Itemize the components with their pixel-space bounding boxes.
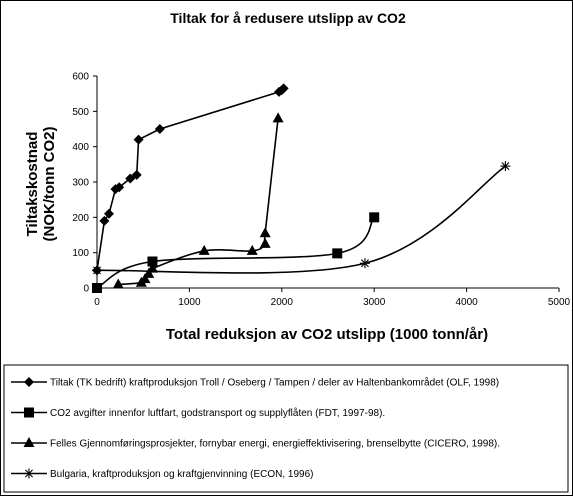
legend-marker-triangle [23, 437, 35, 447]
legend-marker-diamond [24, 377, 34, 387]
x-tick-label: 5000 [548, 297, 571, 308]
data-point-square [332, 248, 343, 259]
y-axis-label-line-1: Tiltakskostnad [24, 132, 41, 237]
y-tick-label: 400 [72, 142, 89, 153]
data-point-triangle [259, 237, 271, 248]
data-point-triangle [246, 244, 258, 255]
data-point-square [147, 256, 158, 267]
data-point-diamond [99, 215, 110, 226]
legend-label: Bulgaria, kraftproduksjon og kraftgjenvi… [50, 469, 313, 480]
y-tick-label: 0 [83, 284, 89, 295]
x-tick-label: 3000 [363, 297, 386, 308]
legend-entry-diamond: Tiltak (TK bedrift) kraftproduksjon Trol… [11, 377, 499, 389]
data-point-triangle [198, 244, 210, 255]
data-point-diamond [131, 169, 142, 180]
data-point-triangle [139, 273, 151, 284]
series-line-star [96, 165, 506, 274]
data-point-triangle [259, 227, 271, 238]
data-point-triangle [146, 262, 158, 273]
y-axis-title: Tiltakskostnad (NOK/tonn CO2) [24, 127, 58, 242]
y-axis-label-line-2: (NOK/tonn CO2) [41, 127, 58, 242]
series-line-diamond [96, 87, 285, 271]
data-point-triangle [143, 267, 155, 278]
chart-title: Tiltak for å redusere utslipp av CO2 [170, 10, 406, 26]
legend-entry-star: Bulgaria, kraftproduksjon og kraftgjenvi… [11, 468, 313, 480]
y-tick-label: 500 [72, 107, 89, 118]
legend-label: Felles Gjennomføringsprosjekter, fornyba… [50, 439, 500, 450]
data-point-diamond [104, 208, 115, 219]
data-point-triangle [112, 278, 124, 289]
y-tick-label: 600 [72, 72, 89, 83]
y-tick-label: 100 [72, 248, 89, 259]
legend-box [3, 364, 569, 493]
series-square [92, 212, 380, 293]
data-point-diamond [114, 182, 125, 193]
legend-entry-square: CO2 avgifter innenfor luftfart, godstran… [11, 407, 385, 419]
data-point-square [92, 283, 102, 293]
legend-marker-square [24, 407, 34, 418]
x-tick-label: 1000 [178, 297, 201, 308]
data-point-star [359, 258, 370, 269]
legend: Tiltak (TK bedrift) kraftproduksjon Trol… [11, 377, 500, 480]
y-tick-label: 200 [72, 213, 89, 224]
x-tick-label: 2000 [271, 297, 294, 308]
legend-label: CO2 avgifter innenfor luftfart, godstran… [50, 407, 385, 419]
data-point-square [369, 212, 380, 223]
data-point-star [92, 265, 102, 276]
data-point-star [500, 161, 511, 172]
y-tick-label: 300 [72, 178, 89, 189]
plot-area: 0 100 200 300 400 500 600 0 1000 2000 3000 4000 5000 [72, 72, 570, 309]
legend-label: Tiltak (TK bedrift) kraftproduksjon Trol… [50, 377, 499, 389]
data-point-diamond [278, 83, 289, 94]
x-tick-label: 4000 [455, 297, 478, 308]
data-point-diamond [133, 134, 144, 145]
series-diamond [92, 83, 289, 276]
x-tick-label: 0 [94, 297, 100, 308]
data-point-diamond [125, 173, 136, 184]
series-line-square [96, 216, 375, 289]
data-point-diamond [154, 124, 165, 134]
series-triangle [112, 112, 284, 289]
data-point-triangle [272, 112, 284, 123]
series-star [92, 161, 511, 276]
legend-marker-star [24, 468, 34, 479]
legend-entry-triangle: Felles Gjennomføringsprosjekter, fornyba… [11, 437, 500, 450]
x-axis-label: Total reduksjon av CO2 utslipp (1000 ton… [166, 326, 488, 343]
